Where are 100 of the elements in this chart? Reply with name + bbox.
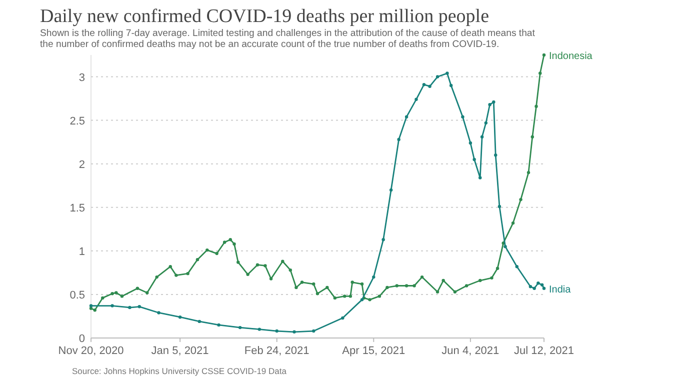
point [404, 284, 408, 288]
point [222, 240, 226, 244]
point [186, 272, 190, 276]
point [316, 292, 320, 296]
point [341, 316, 344, 320]
point [281, 260, 284, 263]
point [258, 328, 262, 331]
point [386, 286, 389, 290]
point [93, 308, 96, 312]
source-note: Source: Johns Hopkins University CSSE COVID-19 Data [72, 366, 287, 376]
point [472, 158, 476, 162]
point [511, 221, 515, 225]
point [128, 306, 132, 310]
point [442, 278, 445, 282]
point [530, 135, 534, 138]
point [464, 284, 468, 288]
point [275, 329, 278, 333]
point [256, 263, 260, 266]
point [360, 282, 364, 286]
point [436, 290, 440, 294]
point [538, 72, 542, 75]
point [496, 266, 500, 270]
point [120, 294, 124, 298]
point [350, 280, 354, 284]
point [449, 84, 453, 88]
point [397, 138, 400, 142]
point [110, 304, 114, 308]
point [446, 72, 449, 75]
point [484, 121, 488, 125]
point [138, 305, 141, 308]
point [414, 98, 418, 102]
point [136, 286, 140, 290]
point [246, 272, 250, 276]
point [422, 83, 426, 86]
point [264, 264, 267, 268]
point [157, 311, 160, 314]
point [540, 283, 544, 286]
point [519, 198, 522, 202]
point [461, 115, 464, 118]
point [292, 330, 296, 334]
point [238, 326, 242, 330]
point [480, 135, 484, 138]
chart-subtitle: Shown is the rolling 7-day average. Limited testing and challenges in the attribution of the cause of death means that the number of confirmed deaths may not be an accurate count of the true number of deaths from COVID-19. [40, 28, 536, 50]
point [312, 329, 316, 333]
series-label: India [549, 284, 572, 296]
point [532, 286, 536, 290]
point [300, 280, 304, 284]
point [504, 244, 507, 248]
y-tick-label: 0.5 [70, 289, 85, 302]
point [196, 258, 200, 262]
point [114, 291, 118, 294]
point [542, 53, 546, 57]
point [206, 248, 209, 252]
x-tick-label: Jun 4, 2021 [442, 345, 500, 357]
point [198, 320, 202, 324]
point [404, 115, 408, 118]
x-tick-label: Apr 15, 2021 [342, 345, 406, 357]
point [428, 84, 432, 88]
point [378, 294, 382, 298]
point [333, 296, 337, 300]
point [89, 304, 93, 308]
point [155, 275, 158, 279]
y-tick-label: 2.5 [70, 115, 85, 128]
chart-title: Daily new confirmed COVID-19 deaths per million people [40, 6, 490, 27]
point [215, 252, 218, 256]
point [412, 284, 416, 288]
point [478, 176, 482, 180]
point [368, 298, 372, 302]
point [536, 282, 540, 285]
point [526, 170, 530, 174]
y-tick-label: 3 [78, 72, 85, 84]
point [269, 277, 273, 280]
point [492, 100, 496, 104]
point [528, 285, 532, 288]
point [168, 264, 172, 268]
series-label: Indonesia [549, 51, 593, 62]
point [534, 104, 538, 108]
y-tick-label: 1.5 [70, 202, 85, 214]
point [478, 278, 482, 282]
point [542, 286, 546, 290]
point [174, 274, 178, 277]
y-tick-label: 2 [78, 158, 85, 171]
point [515, 264, 518, 268]
point [498, 204, 502, 208]
point [488, 103, 492, 106]
point [348, 294, 352, 298]
x-tick-label: Feb 24, 2021 [244, 345, 310, 357]
point [236, 260, 240, 264]
point [490, 276, 494, 280]
point [89, 306, 93, 310]
point [395, 284, 398, 288]
point [288, 268, 292, 272]
x-tick-label: Jan 5, 2021 [151, 345, 209, 357]
point [420, 275, 424, 279]
point [343, 294, 346, 298]
x-tick-label: Jul 12, 2021 [514, 345, 574, 357]
point [228, 238, 232, 242]
point [101, 296, 104, 300]
point [146, 291, 149, 294]
point [217, 323, 220, 327]
